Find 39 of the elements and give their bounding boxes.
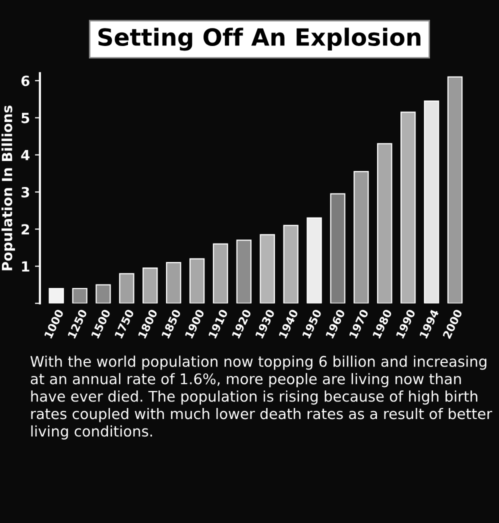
bar [48,288,64,304]
x-tick-label: 1000 [44,308,64,339]
y-tick-label: 3 [21,186,30,198]
bar [236,240,252,304]
x-tick-label: 1950 [302,308,322,339]
x-tick-label: 1960 [325,308,346,339]
y-tick-label: 1 [22,261,30,272]
x-tick-label: 1850 [161,308,182,339]
y-tick-label: 6 [21,76,30,86]
y-tick-label: 5 [22,112,30,124]
bar [72,288,88,304]
bar [189,258,205,304]
y-axis-title: Population In Billions [2,106,15,270]
bar [330,193,346,304]
bar [377,143,392,304]
bar [306,217,322,304]
bar [212,243,228,304]
bar [424,100,440,304]
x-tick-label: 1250 [67,308,88,339]
bar [166,262,182,304]
bar [142,268,158,304]
bar [283,224,298,304]
bar [447,76,463,304]
x-tick-label: 1930 [255,308,275,339]
bar [119,273,134,304]
bar [96,284,111,304]
x-tick-label: 1990 [396,308,416,339]
bar [354,171,369,304]
x-tick-label: 1900 [184,308,205,339]
y-tick-label: 4 [21,150,30,160]
x-tick-label: 1920 [232,308,252,339]
x-tick-label: 1910 [208,308,228,339]
x-tick-label: 2000 [442,308,463,340]
y-tick-label: 2 [22,224,29,234]
text: With the world population now topping 6 billion and increasing at an annual rate of 1.6%, more people are living now than have ever died. The population is rising because of high birth rates coupled with much lower death rates as a result of better living conditions. [30,356,492,440]
bar [260,234,275,304]
x-tick-label: 1940 [278,308,298,339]
chart-title: Setting Off An Explosion [98,28,420,51]
bar [400,112,416,304]
